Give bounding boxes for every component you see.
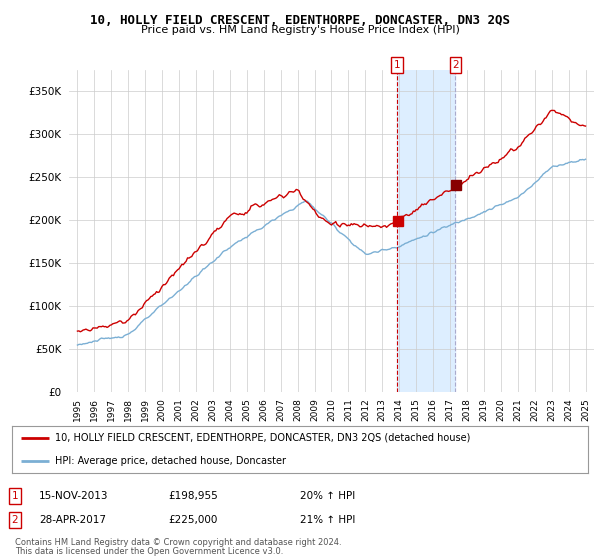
Text: £198,955: £198,955 bbox=[168, 491, 218, 501]
Text: 2: 2 bbox=[11, 515, 19, 525]
Text: Price paid vs. HM Land Registry's House Price Index (HPI): Price paid vs. HM Land Registry's House … bbox=[140, 25, 460, 35]
Text: 21% ↑ HPI: 21% ↑ HPI bbox=[300, 515, 355, 525]
Text: £225,000: £225,000 bbox=[168, 515, 217, 525]
Text: 15-NOV-2013: 15-NOV-2013 bbox=[39, 491, 109, 501]
Text: Contains HM Land Registry data © Crown copyright and database right 2024.: Contains HM Land Registry data © Crown c… bbox=[15, 538, 341, 547]
Text: HPI: Average price, detached house, Doncaster: HPI: Average price, detached house, Donc… bbox=[55, 456, 286, 466]
Text: 20% ↑ HPI: 20% ↑ HPI bbox=[300, 491, 355, 501]
Bar bbox=[397, 70, 455, 392]
Text: 2: 2 bbox=[452, 60, 459, 70]
Text: 28-APR-2017: 28-APR-2017 bbox=[39, 515, 106, 525]
Text: This data is licensed under the Open Government Licence v3.0.: This data is licensed under the Open Gov… bbox=[15, 547, 283, 556]
Text: 10, HOLLY FIELD CRESCENT, EDENTHORPE, DONCASTER, DN3 2QS (detached house): 10, HOLLY FIELD CRESCENT, EDENTHORPE, DO… bbox=[55, 432, 470, 442]
Text: 10, HOLLY FIELD CRESCENT, EDENTHORPE, DONCASTER, DN3 2QS: 10, HOLLY FIELD CRESCENT, EDENTHORPE, DO… bbox=[90, 14, 510, 27]
Text: 1: 1 bbox=[11, 491, 19, 501]
Text: 1: 1 bbox=[394, 60, 401, 70]
